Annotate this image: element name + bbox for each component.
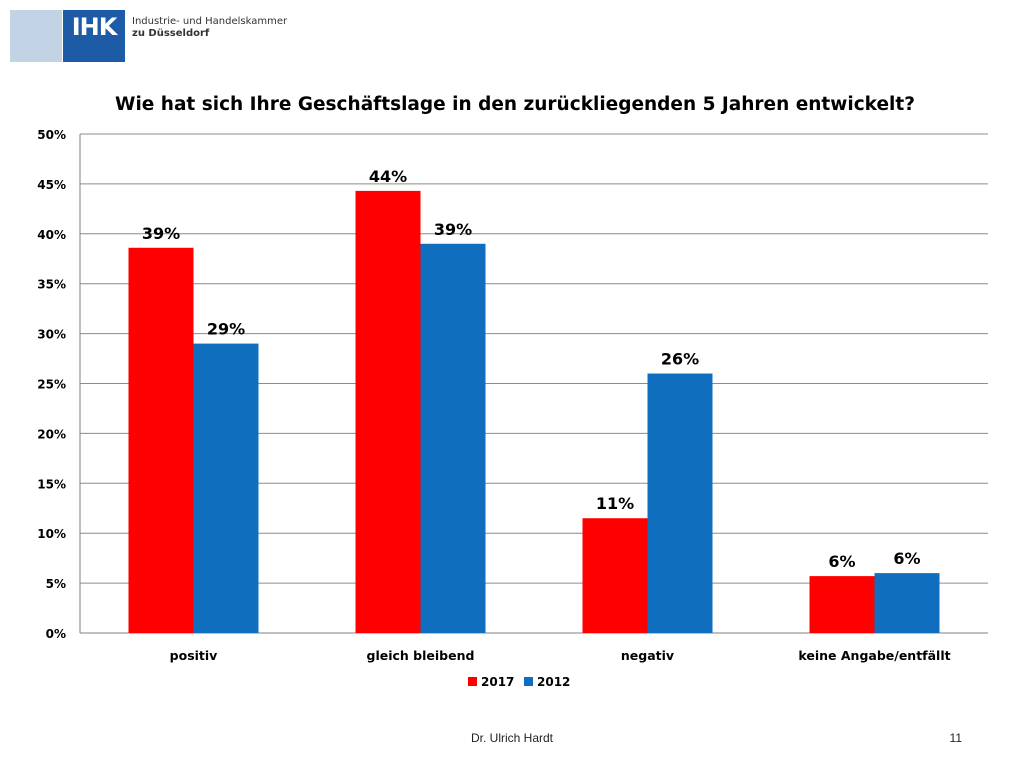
bar-2012	[193, 343, 259, 633]
logo-line-1: Industrie- und Handelskammer	[132, 16, 288, 27]
x-tick-label: positiv	[170, 648, 218, 663]
y-tick-label: 50%	[37, 128, 66, 142]
ihk-logo: IHK Industrie- und Handelskammer zu Düss…	[10, 10, 287, 62]
logo-line-2: zu Düsseldorf	[132, 28, 210, 39]
footer-author: Dr. Ulrich Hardt	[470, 731, 553, 745]
y-tick-label: 10%	[37, 527, 66, 541]
y-tick-label: 0%	[46, 627, 66, 641]
data-label: 6%	[893, 549, 920, 568]
data-label: 39%	[434, 220, 472, 239]
data-label: 11%	[596, 494, 634, 513]
logo-text: Industrie- und Handelskammer zu Düsseldo…	[132, 16, 287, 40]
bar-2017	[355, 190, 421, 634]
legend-label: 2012	[537, 675, 570, 689]
x-tick-label: negativ	[621, 648, 674, 663]
legend-swatch-2012	[524, 677, 533, 686]
y-tick-label: 35%	[37, 278, 66, 292]
logo-block-light	[10, 10, 62, 62]
y-tick-label: 45%	[37, 178, 66, 192]
logo-mark: IHK	[63, 10, 125, 62]
bar-2017	[128, 247, 194, 633]
bar-2012	[420, 243, 486, 633]
chart-title: Wie hat sich Ihre Geschäftslage in den z…	[115, 94, 915, 115]
data-label: 44%	[369, 167, 407, 186]
x-tick-label: gleich bleibend	[367, 648, 475, 663]
y-tick-label: 30%	[37, 328, 66, 342]
y-tick-label: 25%	[37, 378, 66, 392]
data-label: 6%	[828, 552, 855, 571]
y-tick-label: 40%	[37, 228, 66, 242]
data-label: 26%	[661, 350, 699, 369]
bar-2012	[874, 573, 940, 633]
data-label: 29%	[207, 320, 245, 339]
bar-2012	[647, 373, 713, 633]
y-tick-label: 15%	[37, 477, 66, 491]
y-tick-label: 20%	[37, 427, 66, 441]
bar-2017	[582, 518, 648, 633]
x-tick-label: keine Angabe/entfällt	[798, 648, 950, 663]
bar-2017	[809, 576, 875, 633]
legend-label: 2017	[481, 675, 514, 689]
data-label: 39%	[142, 224, 180, 243]
page-number: 11	[949, 731, 962, 745]
y-tick-label: 5%	[46, 577, 66, 591]
legend-swatch-2017	[468, 677, 477, 686]
